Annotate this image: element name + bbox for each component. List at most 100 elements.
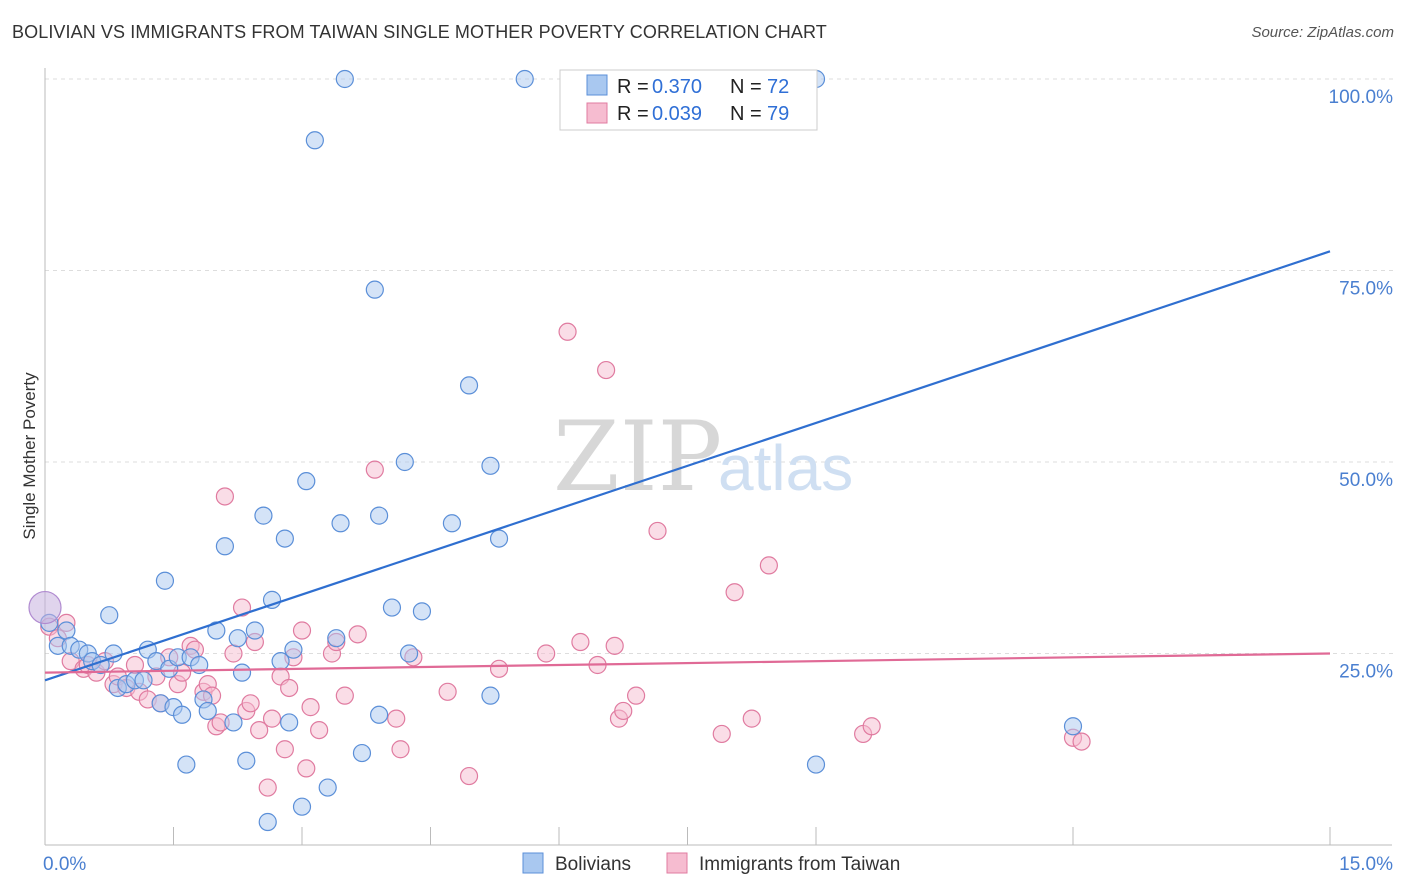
- taiwan-point: [391, 740, 410, 759]
- legend-n-value-2: 79: [767, 103, 789, 125]
- bottom-legend-bolivians: Bolivians: [555, 854, 631, 875]
- taiwan-point: [759, 556, 778, 575]
- bolivians-point: [215, 537, 234, 556]
- y-tick-label: 25.0%: [1339, 662, 1393, 683]
- source-label: Source: ZipAtlas.com: [1251, 24, 1394, 41]
- bolivians-point: [232, 663, 252, 682]
- taiwan-point: [215, 487, 234, 506]
- taiwan-point: [297, 759, 316, 778]
- bolivians-point: [237, 751, 256, 770]
- taiwan-point: [571, 632, 590, 652]
- tick-labels: 25.0% 50.0% 75.0% 100.0% 0.0% 15.0%: [43, 87, 1393, 875]
- taiwan-point: [241, 694, 260, 713]
- taiwan-point: [648, 521, 667, 541]
- taiwan-point: [275, 740, 294, 759]
- bolivians-point: [481, 686, 500, 705]
- bolivians-point: [515, 69, 534, 89]
- bolivians-point: [292, 797, 312, 816]
- taiwan-point: [335, 686, 354, 705]
- bolivians-point: [395, 452, 414, 472]
- taiwan-point: [365, 460, 384, 479]
- legend-n-label-1: N =: [730, 76, 762, 98]
- bolivians-point: [305, 131, 324, 150]
- taiwan-point: [292, 621, 312, 640]
- bolivians-point: [198, 701, 217, 721]
- bolivians-point: [172, 705, 192, 724]
- bolivians-point: [370, 705, 389, 724]
- bolivians-point: [412, 602, 432, 621]
- taiwan-point: [348, 625, 367, 644]
- taiwan-point: [301, 698, 320, 717]
- bolivians-point: [275, 529, 294, 548]
- legend-r-value-1: 0.370: [652, 76, 702, 98]
- taiwan-point: [712, 724, 731, 744]
- taiwan-point: [310, 720, 329, 740]
- taiwan-point: [537, 644, 556, 663]
- taiwan-point: [280, 678, 299, 698]
- bolivians-point: [280, 713, 299, 732]
- bolivians-point: [245, 621, 264, 640]
- bolivians-point: [284, 640, 303, 659]
- bolivians-point: [228, 629, 247, 648]
- cluster-point: [28, 590, 62, 625]
- series-taiwan-points: [40, 322, 1091, 797]
- y-tick-label: 50.0%: [1339, 470, 1393, 491]
- bottom-legend-swatch-bolivians: [522, 852, 544, 874]
- legend-r-value-2: 0.039: [652, 103, 702, 125]
- legend-r-label-1: R =: [617, 76, 649, 98]
- taiwan-point: [558, 322, 577, 341]
- bolivians-point: [224, 713, 243, 732]
- bolivians-point: [489, 529, 509, 548]
- bolivians-point: [335, 69, 354, 89]
- x-tick-label: 0.0%: [43, 854, 86, 875]
- taiwan-point: [614, 701, 633, 721]
- bolivians-point: [481, 456, 500, 475]
- bolivians-point: [365, 280, 384, 299]
- legend-n-label-2: N =: [730, 103, 762, 125]
- bolivians-point: [134, 671, 153, 690]
- chart-title: BOLIVIAN VS IMMIGRANTS FROM TAIWAN SINGL…: [12, 22, 827, 42]
- bolivians-point: [352, 743, 372, 763]
- taiwan-point: [489, 659, 509, 678]
- taiwan-point: [862, 717, 881, 736]
- y-tick-label: 100.0%: [1329, 87, 1394, 108]
- bolivians-point: [331, 514, 350, 533]
- y-tick-label: 75.0%: [1339, 279, 1393, 300]
- taiwan-point: [232, 598, 252, 617]
- bolivians-point: [459, 376, 479, 395]
- legend-swatch-taiwan: [586, 102, 608, 124]
- bolivians-point: [258, 812, 277, 832]
- trend-lines: [44, 250, 1331, 682]
- gridlines: [45, 78, 1395, 654]
- bolivians-point: [155, 571, 175, 590]
- taiwan-point: [597, 360, 616, 380]
- taiwan-point: [262, 709, 282, 728]
- bolivians-point: [297, 472, 316, 491]
- legend-swatch-bolivians: [586, 74, 608, 96]
- stats-legend: R = 0.370 N = 72 R = 0.039 N = 79: [559, 69, 818, 131]
- bolivians-point: [327, 629, 346, 648]
- watermark-atlas: atlas: [718, 432, 853, 504]
- x-tick-label: 15.0%: [1339, 854, 1393, 875]
- watermark-zip: ZIP: [553, 401, 722, 513]
- bottom-legend-swatch-taiwan: [666, 852, 688, 874]
- taiwan-point: [224, 644, 243, 663]
- legend-r-label-2: R =: [617, 103, 649, 125]
- bolivians-point: [100, 606, 119, 625]
- bolivians-point: [370, 506, 389, 525]
- taiwan-point: [725, 583, 744, 602]
- taiwan-point: [626, 686, 646, 705]
- bolivians-point: [57, 621, 76, 640]
- axes: [44, 68, 1392, 846]
- taiwan-point: [387, 709, 406, 728]
- taiwan-point: [438, 682, 457, 701]
- bolivians-point: [382, 598, 402, 617]
- bolivians-point: [1063, 717, 1083, 736]
- bolivians-point: [254, 506, 273, 525]
- trend-line-bolivians: [44, 250, 1331, 682]
- legend-n-value-1: 72: [767, 76, 789, 98]
- taiwan-point: [459, 766, 479, 786]
- bolivians-point: [806, 755, 826, 774]
- trend-line-taiwan: [44, 652, 1331, 674]
